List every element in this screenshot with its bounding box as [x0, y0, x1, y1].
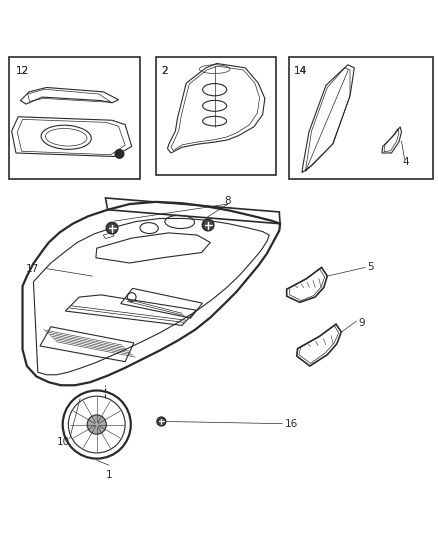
Text: 14: 14: [294, 66, 307, 76]
Text: 12: 12: [16, 66, 29, 76]
Text: 10: 10: [57, 437, 70, 447]
Text: 8: 8: [224, 196, 231, 206]
Text: 2: 2: [161, 66, 168, 76]
Bar: [289, 57, 433, 179]
Text: 9: 9: [359, 318, 365, 328]
Text: 17: 17: [26, 264, 39, 273]
Circle shape: [157, 417, 166, 426]
Text: 12: 12: [16, 66, 29, 76]
Circle shape: [106, 222, 118, 234]
Text: 1: 1: [106, 470, 112, 480]
Text: 5: 5: [367, 262, 374, 272]
Text: 16: 16: [285, 419, 298, 429]
Text: 14: 14: [294, 66, 307, 76]
Bar: [10, 57, 141, 179]
Text: 4: 4: [403, 157, 409, 167]
Bar: [155, 57, 276, 175]
Circle shape: [115, 149, 124, 158]
Text: 2: 2: [161, 66, 168, 76]
Circle shape: [202, 220, 214, 231]
Circle shape: [87, 415, 106, 434]
